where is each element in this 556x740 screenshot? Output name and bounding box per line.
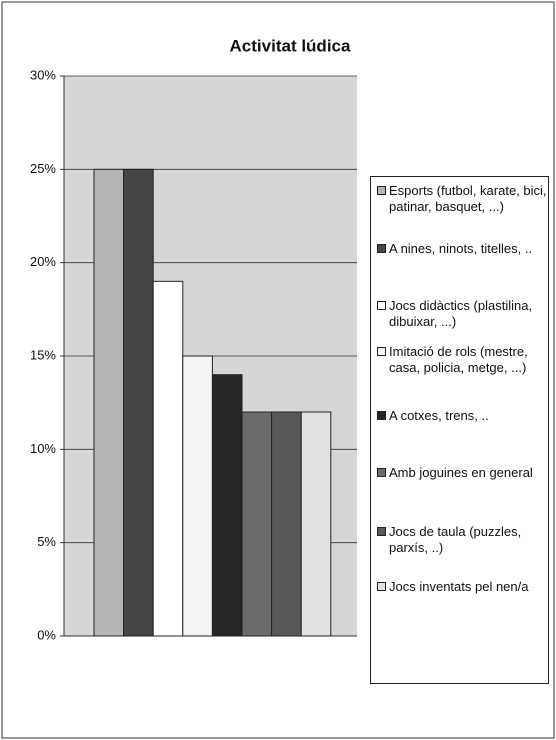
legend-label: Amb joguines en general <box>389 465 533 480</box>
legend-swatch <box>377 468 386 477</box>
chart-title: Activitat lúdica <box>230 36 351 55</box>
legend-label: A cotxes, trens, .. <box>389 408 489 423</box>
legend-item: Jocs didàctics (plastilina, dibuixar, ..… <box>375 298 547 330</box>
legend-swatch <box>377 347 386 356</box>
legend-label: Esports (futbol, karate, bici, patinar, … <box>389 183 547 214</box>
legend-label: A nines, ninots, titelles, .. <box>389 241 533 256</box>
legend-label: Jocs de taula (puzzles, parxís, ..) <box>389 524 522 555</box>
legend-item: Esports (futbol, karate, bici, patinar, … <box>375 183 547 215</box>
y-tick-label: 10% <box>30 441 56 456</box>
y-tick-label: 15% <box>30 347 56 362</box>
legend-swatch <box>377 411 386 420</box>
legend-item: Amb joguines en general <box>375 465 547 481</box>
bar <box>152 280 184 637</box>
legend: Esports (futbol, karate, bici, patinar, … <box>370 176 549 684</box>
legend-item: Jocs de taula (puzzles, parxís, ..) <box>375 524 547 556</box>
y-tick-label: 30% <box>30 67 56 82</box>
legend-swatch <box>377 301 386 310</box>
legend-label: Imitació de rols (mestre, casa, policia,… <box>389 344 528 375</box>
bar <box>241 411 273 637</box>
legend-swatch <box>377 244 386 253</box>
bar <box>93 168 125 637</box>
legend-label: Jocs didàctics (plastilina, dibuixar, ..… <box>389 298 533 329</box>
legend-item: Imitació de rols (mestre, casa, policia,… <box>375 344 547 376</box>
bar <box>123 168 154 637</box>
legend-item: A nines, ninots, titelles, .. <box>375 241 547 257</box>
legend-swatch <box>377 186 386 195</box>
y-tick-label: 0% <box>37 627 56 642</box>
bar <box>271 411 302 637</box>
legend-label: Jocs inventats pel nen/a <box>389 579 529 594</box>
bar <box>182 355 213 637</box>
legend-swatch <box>377 582 386 591</box>
y-tick-label: 25% <box>30 161 56 176</box>
y-tick-label: 20% <box>30 254 56 269</box>
legend-item: A cotxes, trens, .. <box>375 408 547 424</box>
bar <box>300 411 332 637</box>
y-tick-label: 5% <box>37 534 56 549</box>
legend-swatch <box>377 527 386 536</box>
bar <box>211 374 243 637</box>
legend-item: Jocs inventats pel nen/a <box>375 579 547 595</box>
